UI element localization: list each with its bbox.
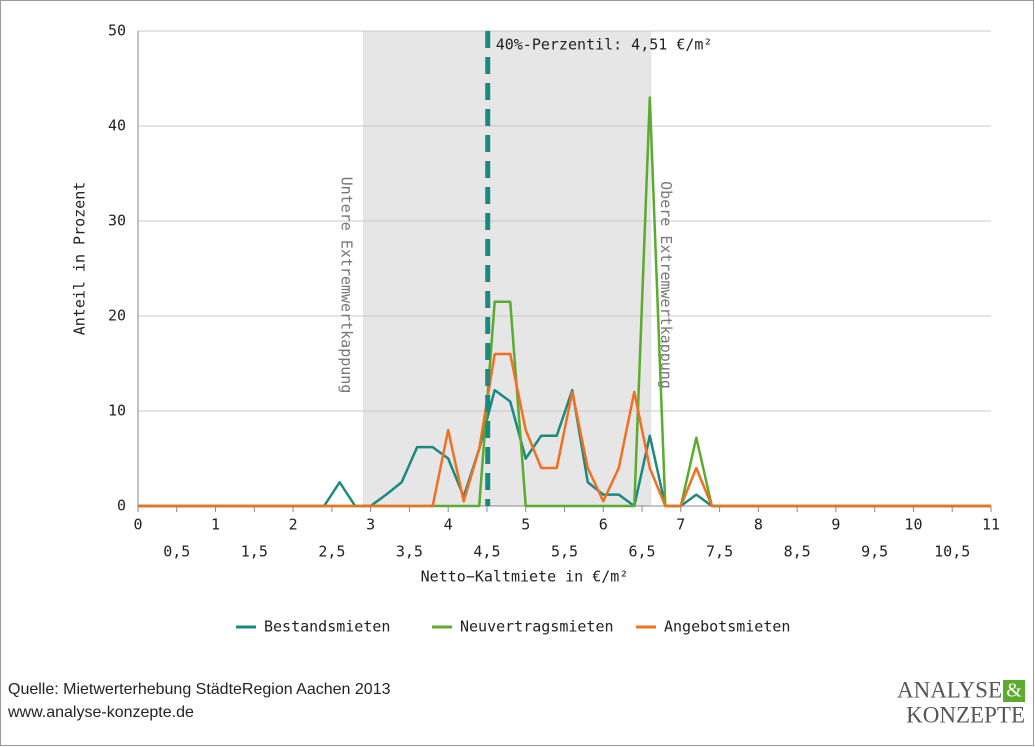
logo-amp: & — [1006, 680, 1022, 702]
x-tick-label: 8,5 — [784, 543, 811, 561]
percentile-label: 40%-Perzentil: 4,51 €/m² — [496, 36, 713, 54]
series-line — [138, 352, 991, 508]
y-tick-label: 40 — [108, 117, 126, 135]
x-tick-label: 5 — [521, 516, 530, 534]
x-tick-label: 9 — [831, 516, 840, 534]
y-tick-label: 50 — [108, 22, 126, 40]
x-tick-label: 4 — [444, 516, 453, 534]
x-tick-label: 11 — [982, 516, 1000, 534]
x-tick-label: 6 — [599, 516, 608, 534]
y-tick-label: 10 — [108, 402, 126, 420]
x-tick-label: 3 — [366, 516, 375, 534]
logo: ANALYSE — [897, 677, 1002, 702]
y-tick-label: 0 — [117, 497, 126, 515]
legend-label: Angebotsmieten — [664, 618, 790, 636]
x-tick-label: 8 — [754, 516, 763, 534]
source: Quelle: Mietwerterhebung StädteRegion Aa… — [8, 681, 391, 698]
x-axis-label: Netto−Kaltmiete in €/m² — [421, 568, 629, 586]
x-tick-label: 7,5 — [706, 543, 733, 561]
x-tick-label: 10 — [904, 516, 922, 534]
x-tick-label: 0,5 — [163, 543, 190, 561]
cap-label: Obere Extremwertkappung — [657, 181, 675, 389]
cap-range — [362, 31, 652, 506]
legend-label: Neuvertragsmieten — [460, 618, 614, 636]
x-tick-label: 9,5 — [861, 543, 888, 561]
x-tick-label: 0 — [133, 516, 142, 534]
y-axis-label: Anteil in Prozent — [71, 182, 89, 336]
y-tick-label: 20 — [108, 307, 126, 325]
x-tick-label: 5,5 — [551, 543, 578, 561]
logo: KONZEPTE — [906, 702, 1025, 727]
cap-label: Untere Extremwertkappung — [337, 177, 355, 394]
x-tick-label: 4,5 — [473, 543, 500, 561]
x-tick-label: 2 — [289, 516, 298, 534]
x-tick-label: 6,5 — [628, 543, 655, 561]
x-tick-label: 3,5 — [396, 543, 423, 561]
x-tick-label: 1 — [211, 516, 220, 534]
logo-box — [1003, 680, 1025, 702]
x-tick-label: 2,5 — [318, 543, 345, 561]
y-tick-label: 30 — [108, 212, 126, 230]
x-tick-label: 7 — [676, 516, 685, 534]
x-tick-label: 10,5 — [934, 543, 970, 561]
legend-label: Bestandsmieten — [264, 618, 390, 636]
x-tick-label: 1,5 — [241, 543, 268, 561]
source-url: www.analyse-konzepte.de — [7, 704, 194, 721]
